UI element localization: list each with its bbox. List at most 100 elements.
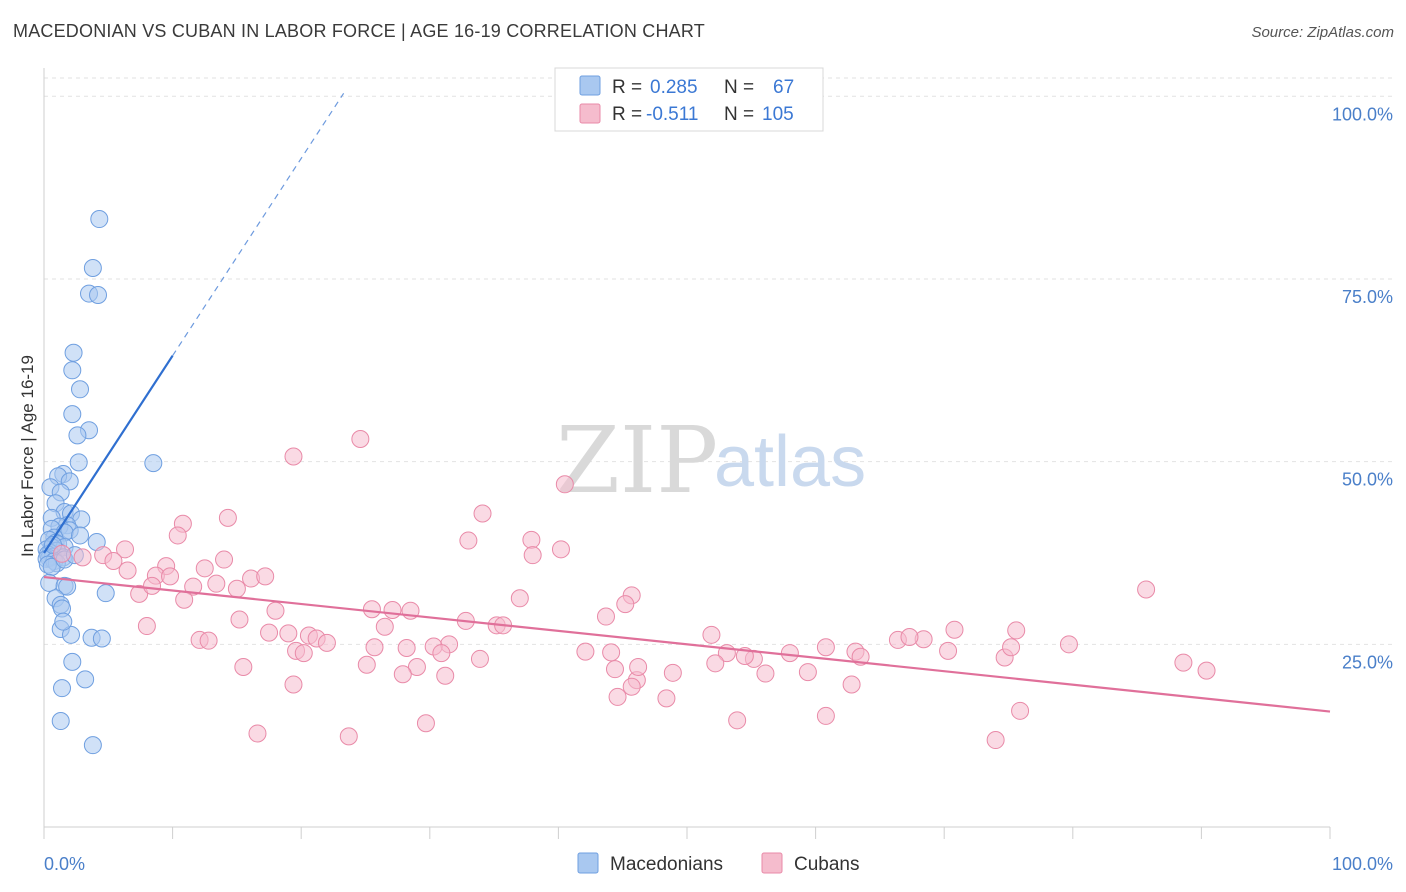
y-axis-label: In Labor Force | Age 16-19 (18, 355, 37, 557)
cuban-point (416, 714, 435, 733)
cuban-point (294, 644, 313, 663)
macedonian-point (63, 361, 82, 380)
cuban-point (351, 429, 370, 448)
cuban-point (702, 625, 721, 644)
cuban-point (986, 731, 1005, 750)
cuban-point (596, 607, 615, 626)
cuban-point (798, 663, 817, 682)
cuban-point (184, 577, 203, 596)
y-tick-label: 25.0% (1342, 652, 1393, 672)
macedonian-point (68, 426, 87, 445)
x-tick-labels: 0.0% 100.0% (44, 854, 1393, 874)
y-tick-label: 100.0% (1332, 104, 1393, 124)
cuban-point (248, 724, 267, 743)
cuban-point (116, 540, 135, 559)
cuban-point (365, 638, 384, 657)
cuban-point (1137, 580, 1156, 599)
bottom-legend-label-macedonians: Macedonians (610, 854, 723, 875)
cuban-point (605, 660, 624, 679)
cuban-point (230, 610, 249, 629)
grid-lines (44, 77, 1392, 645)
cuban-point (523, 546, 542, 565)
cuban-point (939, 641, 958, 660)
cuban-point (199, 631, 218, 650)
y-tick-label: 75.0% (1342, 287, 1393, 307)
cuban-point (510, 589, 529, 608)
cuban-point (432, 644, 451, 663)
cuban-point (375, 617, 394, 636)
legend-swatch-cubans (579, 103, 601, 124)
x-tick-label-start: 0.0% (44, 854, 85, 874)
cuban-point (602, 643, 621, 662)
cuban-point (207, 574, 226, 593)
cuban-point (279, 624, 298, 643)
cuban-point (663, 663, 682, 682)
cuban-point (1059, 635, 1078, 654)
macedonians-trend-extension (172, 92, 345, 357)
cuban-point (393, 665, 412, 684)
cuban-point (317, 633, 336, 652)
legend-r-value-1: -0.511 (646, 104, 698, 125)
cuban-point (622, 677, 641, 696)
cuban-point (555, 475, 574, 494)
cuban-point (357, 655, 376, 674)
cuban-point (780, 644, 799, 663)
macedonian-point (90, 210, 109, 229)
legend-swatch-macedonians (579, 75, 601, 96)
watermark-atlas: atlas (714, 422, 866, 502)
cuban-point (260, 623, 279, 642)
y-tick-label: 50.0% (1342, 470, 1393, 490)
chart-title: MACEDONIAN VS CUBAN IN LABOR FORCE | AGE… (13, 21, 705, 41)
cuban-point (470, 649, 489, 668)
bottom-legend-swatch-cubans (761, 852, 783, 874)
legend-n-value-1: 105 (762, 104, 794, 125)
macedonian-point (71, 380, 90, 399)
macedonian-point (58, 577, 77, 596)
cuban-point (816, 706, 835, 725)
cuban-point (608, 687, 627, 706)
legend-r-label-0: R = (612, 77, 642, 98)
macedonians-trend-line (43, 355, 174, 554)
macedonian-point (53, 679, 72, 698)
cuban-point (143, 576, 162, 595)
cuban-point (522, 530, 541, 549)
cuban-point (118, 561, 137, 580)
macedonian-point (69, 453, 88, 472)
cuban-point (195, 559, 214, 578)
cuban-point (706, 654, 725, 673)
cuban-point (161, 567, 180, 586)
macedonian-point (71, 526, 90, 545)
cuban-point (1174, 653, 1193, 672)
bottom-legend-label-cubans: Cubans (794, 854, 860, 875)
macedonian-point (64, 343, 83, 362)
cuban-point (234, 657, 253, 676)
cuban-point (397, 638, 416, 657)
cuban-point (842, 675, 861, 694)
bottom-legend-swatch-macedonians (577, 852, 599, 874)
cuban-point (137, 617, 156, 636)
cuban-point (407, 657, 426, 676)
macedonian-point (63, 405, 82, 424)
cuban-point (130, 584, 149, 603)
macedonian-point (92, 629, 111, 648)
cuban-point (53, 544, 72, 563)
legend-r-value-0: 0.285 (650, 77, 698, 98)
cuban-point (362, 600, 381, 619)
cuban-point (900, 628, 919, 647)
cuban-point (73, 548, 92, 567)
cuban-point (1011, 701, 1030, 720)
macedonian-point (76, 670, 95, 689)
cuban-point (168, 526, 187, 545)
legend-n-label-0: N = (724, 77, 754, 98)
macedonian-point (96, 584, 115, 603)
cuban-point (657, 689, 676, 708)
source-credit: Source: ZipAtlas.com (1251, 24, 1394, 41)
legend-n-value-0: 67 (773, 77, 794, 98)
cuban-point (266, 601, 285, 620)
macedonians-points (37, 210, 163, 755)
cuban-point (459, 531, 478, 550)
legend-r-label-1: R = (612, 104, 642, 125)
cuban-point (1197, 661, 1216, 680)
macedonian-point (54, 612, 73, 631)
